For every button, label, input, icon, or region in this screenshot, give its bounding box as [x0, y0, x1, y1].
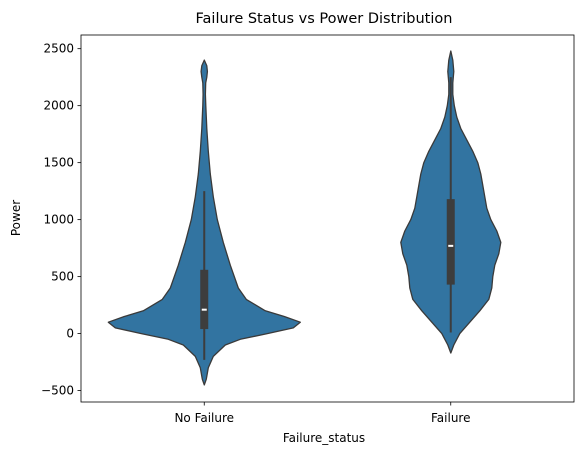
y-axis-label: Power: [9, 200, 23, 236]
x-tick-label: No Failure: [174, 411, 234, 425]
y-tick-label: 0: [66, 327, 74, 341]
y-tick-label: 500: [51, 270, 74, 284]
violins-group: [107, 50, 502, 386]
plot-frame: [80, 34, 575, 403]
y-tick-label: 2000: [43, 99, 74, 113]
y-tick-label: 1000: [43, 213, 74, 227]
y-tick-label: −500: [41, 384, 74, 398]
x-axis: No Failure Failure: [174, 402, 470, 425]
y-tick-label: 1500: [43, 156, 74, 170]
x-tick-label: Failure: [431, 411, 470, 425]
violin-iqr-box: [446, 199, 455, 285]
y-tick-label: 2500: [43, 42, 74, 56]
chart-title: Failure Status vs Power Distribution: [196, 11, 453, 27]
violin-iqr-box: [200, 269, 209, 330]
y-axis: −500 0 500 1000 1500 2000 2500: [41, 42, 81, 398]
x-axis-label: Failure_status: [283, 431, 365, 445]
